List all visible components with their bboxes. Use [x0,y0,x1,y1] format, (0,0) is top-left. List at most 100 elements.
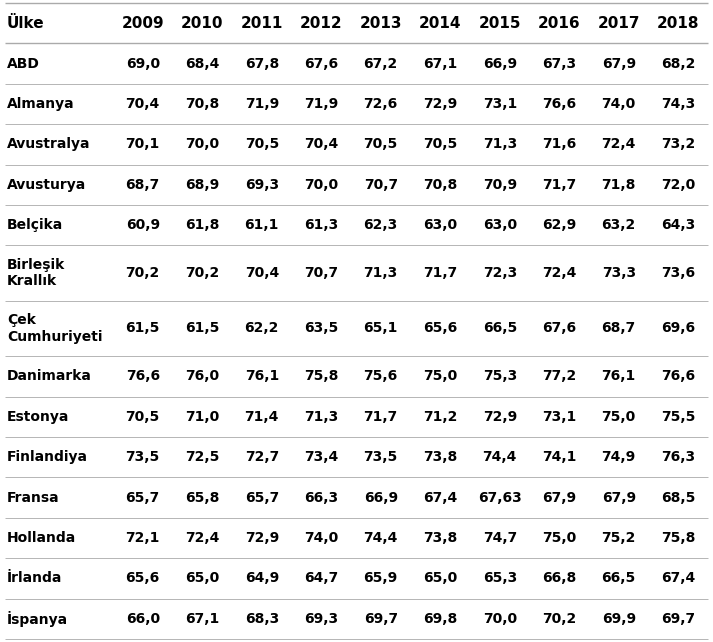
Text: 76,6: 76,6 [125,369,160,383]
Text: 71,7: 71,7 [542,178,576,192]
Text: 76,6: 76,6 [542,97,576,111]
Text: 68,3: 68,3 [245,612,279,626]
Text: 73,8: 73,8 [423,450,457,464]
Text: 71,0: 71,0 [185,410,220,424]
Text: 65,1: 65,1 [364,322,398,335]
Text: 75,5: 75,5 [661,410,695,424]
Text: 70,5: 70,5 [364,137,398,152]
Text: 71,9: 71,9 [245,97,279,111]
Text: 69,8: 69,8 [423,612,457,626]
Text: 64,3: 64,3 [661,218,695,232]
Text: 73,5: 73,5 [125,450,160,464]
Text: 69,6: 69,6 [661,322,695,335]
Text: 74,0: 74,0 [304,531,339,545]
Text: 67,6: 67,6 [542,322,576,335]
Text: 75,6: 75,6 [364,369,398,383]
Text: 77,2: 77,2 [542,369,576,383]
Text: Belçika: Belçika [7,218,63,232]
Text: 66,5: 66,5 [602,571,636,586]
Text: 74,3: 74,3 [661,97,695,111]
Text: 70,1: 70,1 [125,137,160,152]
Text: 61,5: 61,5 [185,322,220,335]
Text: 71,3: 71,3 [304,410,339,424]
Text: 72,3: 72,3 [483,266,517,280]
Text: 2017: 2017 [597,15,640,31]
Text: 70,0: 70,0 [304,178,338,192]
Text: Avusturya: Avusturya [7,178,86,192]
Text: 71,6: 71,6 [542,137,576,152]
Text: Avustralya: Avustralya [7,137,91,152]
Text: 67,9: 67,9 [542,490,576,505]
Text: 73,6: 73,6 [661,266,695,280]
Text: 62,3: 62,3 [364,218,398,232]
Text: 74,9: 74,9 [602,450,636,464]
Text: 71,9: 71,9 [304,97,339,111]
Text: 70,2: 70,2 [125,266,160,280]
Text: 70,5: 70,5 [423,137,457,152]
Text: 69,7: 69,7 [364,612,398,626]
Text: 65,6: 65,6 [125,571,160,586]
Text: 74,4: 74,4 [483,450,517,464]
Text: 75,3: 75,3 [483,369,517,383]
Text: 66,9: 66,9 [364,490,398,505]
Text: 66,9: 66,9 [483,56,517,71]
Text: 67,1: 67,1 [185,612,220,626]
Text: Fransa: Fransa [7,490,60,505]
Text: 66,3: 66,3 [304,490,338,505]
Text: 75,0: 75,0 [542,531,576,545]
Text: 76,6: 76,6 [661,369,695,383]
Text: 73,5: 73,5 [364,450,398,464]
Text: 71,8: 71,8 [602,178,636,192]
Text: 71,7: 71,7 [423,266,457,280]
Text: 70,7: 70,7 [364,178,398,192]
Text: 2014: 2014 [419,15,461,31]
Text: İrlanda: İrlanda [7,571,62,586]
Text: 75,0: 75,0 [423,369,457,383]
Text: 71,3: 71,3 [483,137,517,152]
Text: 70,4: 70,4 [304,137,339,152]
Text: 70,5: 70,5 [245,137,279,152]
Text: Çek
Cumhuriyeti: Çek Cumhuriyeti [7,313,103,343]
Text: Ülke: Ülke [7,15,45,31]
Text: 70,0: 70,0 [483,612,517,626]
Text: 72,9: 72,9 [483,410,517,424]
Text: Finlandiya: Finlandiya [7,450,88,464]
Text: 73,1: 73,1 [483,97,517,111]
Text: 75,8: 75,8 [304,369,339,383]
Text: 63,0: 63,0 [483,218,517,232]
Text: 70,9: 70,9 [483,178,517,192]
Text: 72,5: 72,5 [185,450,220,464]
Text: 65,9: 65,9 [364,571,398,586]
Text: Estonya: Estonya [7,410,69,424]
Text: 72,7: 72,7 [245,450,279,464]
Text: Hollanda: Hollanda [7,531,76,545]
Text: 63,2: 63,2 [602,218,636,232]
Text: 65,7: 65,7 [125,490,160,505]
Text: 65,0: 65,0 [185,571,220,586]
Text: 68,5: 68,5 [661,490,695,505]
Text: 70,5: 70,5 [125,410,160,424]
Text: 70,2: 70,2 [542,612,576,626]
Text: 68,7: 68,7 [602,322,636,335]
Text: 74,7: 74,7 [483,531,517,545]
Text: 76,3: 76,3 [661,450,695,464]
Text: 65,6: 65,6 [423,322,457,335]
Text: 67,9: 67,9 [602,490,636,505]
Text: 68,4: 68,4 [185,56,220,71]
Text: 2010: 2010 [181,15,223,31]
Text: 70,8: 70,8 [423,178,457,192]
Text: 65,3: 65,3 [483,571,517,586]
Text: 69,9: 69,9 [602,612,636,626]
Text: 71,2: 71,2 [423,410,458,424]
Text: 63,0: 63,0 [424,218,457,232]
Text: 76,0: 76,0 [185,369,220,383]
Text: 72,4: 72,4 [602,137,636,152]
Text: 66,8: 66,8 [542,571,576,586]
Text: 64,9: 64,9 [245,571,279,586]
Text: 72,9: 72,9 [245,531,279,545]
Text: 73,2: 73,2 [661,137,695,152]
Text: 76,1: 76,1 [245,369,279,383]
Text: 67,3: 67,3 [542,56,576,71]
Text: 65,7: 65,7 [245,490,279,505]
Text: 2009: 2009 [121,15,164,31]
